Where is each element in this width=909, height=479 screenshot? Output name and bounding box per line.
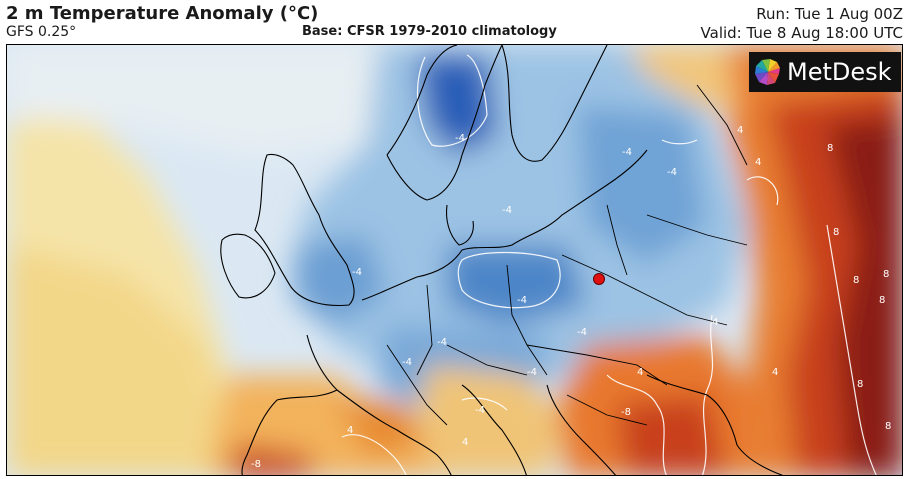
model-label: GFS 0.25° — [6, 24, 77, 40]
contour-label: 8 — [857, 379, 863, 390]
contour-label: -4 — [577, 327, 587, 338]
contour-label: -8 — [621, 407, 631, 418]
contour-label: 8 — [827, 143, 833, 154]
coastlines — [220, 45, 784, 475]
header: 2 m Temperature Anomaly (°C) GFS 0.25° B… — [0, 0, 909, 44]
contour-label: -4 — [437, 337, 447, 348]
metdesk-logo-icon — [755, 59, 780, 85]
contour-label: 8 — [833, 227, 839, 238]
contour-label: -4 — [352, 267, 362, 278]
contour-label: 8 — [883, 269, 889, 280]
metdesk-logo: MetDesk — [749, 52, 901, 92]
base-climatology-label: Base: CFSR 1979-2010 climatology — [302, 24, 557, 39]
contour-label: 4 — [772, 367, 778, 378]
contour-labels: -4 -4 -4 -4 -4 -4 -4 -4 -4 -4 -4 4 4 4 4… — [251, 125, 891, 470]
location-marker-icon — [593, 273, 605, 285]
contour-label: -4 — [502, 205, 512, 216]
contour-label: 4 — [755, 157, 761, 168]
contour-label: 4 — [637, 367, 643, 378]
metdesk-logo-text: MetDesk — [787, 58, 892, 86]
contour-label: 8 — [879, 295, 885, 306]
contour-label: -4 — [667, 167, 677, 178]
contour-label: -4 — [517, 295, 527, 306]
contour-label: 4 — [462, 437, 468, 448]
contour-label: -4 — [455, 133, 465, 144]
run-time-label: Run: Tue 1 Aug 00Z — [756, 5, 903, 23]
contour-label: 8 — [885, 421, 891, 432]
contour-label: -4 — [527, 367, 537, 378]
anomaly-field — [7, 45, 902, 475]
contour-label: -4 — [402, 357, 412, 368]
contour-label: 4 — [712, 317, 718, 328]
contour-label: -8 — [251, 459, 261, 470]
valid-time-label: Valid: Tue 8 Aug 18:00 UTC — [700, 24, 903, 42]
contour-label: -4 — [475, 405, 485, 416]
contour-label: -4 — [622, 147, 632, 158]
map-title: 2 m Temperature Anomaly (°C) — [6, 3, 319, 24]
anomaly-map: -4 -4 -4 -4 -4 -4 -4 -4 -4 -4 -4 4 4 4 4… — [6, 44, 903, 476]
contour-label: 8 — [853, 275, 859, 286]
map-canvas: -4 -4 -4 -4 -4 -4 -4 -4 -4 -4 -4 4 4 4 4… — [7, 45, 902, 475]
contour-label: 4 — [347, 425, 353, 436]
contour-label: 4 — [737, 125, 743, 136]
